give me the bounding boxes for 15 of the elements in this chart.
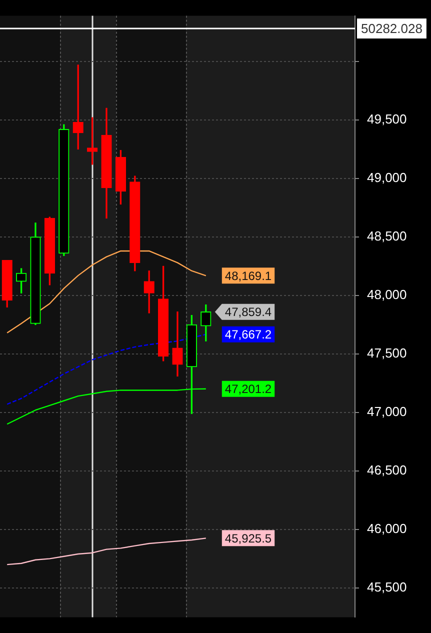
y-tick-label: 45,500 [367, 580, 407, 595]
y-tick-label: 47,000 [367, 404, 407, 420]
y-tick-label: 49,000 [367, 170, 407, 186]
y-tick-label: 47,500 [367, 346, 407, 361]
y-tick-label: 46,500 [367, 462, 407, 478]
data-label: 48,169.1 [224, 268, 272, 283]
y-tick-label: 49,500 [367, 112, 407, 127]
data-label: 47,667.2 [224, 328, 272, 342]
text: 47,859.4 [224, 305, 272, 320]
ref-line-label: 50282.028 [361, 21, 422, 36]
y-tick-label: 46,000 [367, 521, 407, 536]
y-tick-label: 48,500 [367, 228, 407, 244]
data-label: 47,201.2 [224, 382, 272, 396]
data-label: 45,925.5 [224, 531, 272, 546]
y-tick-label: 48,000 [367, 287, 407, 302]
